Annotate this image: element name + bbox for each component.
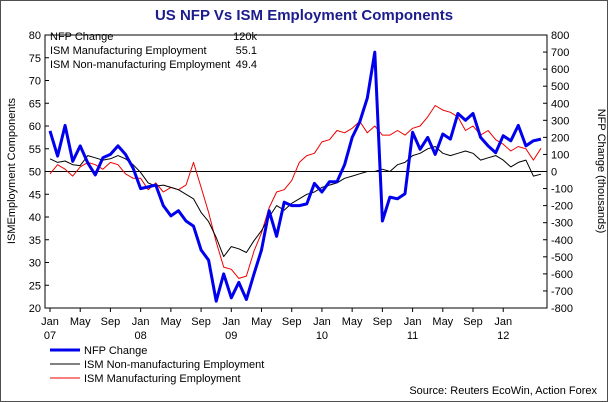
left-tick-label: 40 xyxy=(29,212,41,224)
legend: NFP Change ISM Non-manufacturing Employm… xyxy=(50,345,264,385)
x-year-label: 09 xyxy=(225,330,237,342)
right-axis: -800 -700 -600 -500 -400 -300 -200 -100 0 100 200 3… xyxy=(543,30,573,315)
x-tick-label: May xyxy=(160,316,181,328)
left-tick-label: 60 xyxy=(29,121,41,133)
x-tick-label: Sep xyxy=(101,316,121,328)
left-tick-label: 75 xyxy=(29,53,41,65)
right-tick-label: 700 xyxy=(551,47,569,59)
annotation-label-ism-manufacturing: ISM Manufacturing Employment xyxy=(50,45,207,57)
x-year-label: 11 xyxy=(407,330,418,342)
x-tick-label: May xyxy=(251,316,272,328)
right-axis-label: NFP Change (thousands) xyxy=(595,109,607,234)
right-tick-label: -200 xyxy=(551,201,573,213)
x-tick-label: Jan xyxy=(41,316,59,328)
right-tick-label: -800 xyxy=(551,303,573,315)
annotation-value-ism-manufacturing: 55.1 xyxy=(236,45,257,57)
chart-title: US NFP Vs ISM Employment Components xyxy=(155,7,453,24)
annotation-box: NFP Change 120k ISM Manufacturing Employ… xyxy=(50,31,257,71)
right-tick-label: 400 xyxy=(551,98,569,110)
left-tick-label: 70 xyxy=(29,76,41,88)
left-tick-label: 35 xyxy=(29,235,41,247)
right-tick-label: -600 xyxy=(551,269,573,281)
left-tick-label: 80 xyxy=(29,30,41,42)
right-tick-label: 200 xyxy=(551,132,569,144)
x-tick-label: Jan xyxy=(494,316,512,328)
left-tick-label: 20 xyxy=(29,303,41,315)
x-tick-label: Sep xyxy=(282,316,302,328)
right-tick-label: 100 xyxy=(551,149,569,161)
x-tick-label: May xyxy=(342,316,363,328)
series-group xyxy=(48,50,542,303)
right-tick-label: 800 xyxy=(551,30,569,42)
x-year-label: 12 xyxy=(497,330,509,342)
legend-label-nfp: NFP Change xyxy=(84,345,147,357)
left-tick-label: 50 xyxy=(29,167,41,179)
annotation-label-nfp: NFP Change xyxy=(50,31,113,43)
x-tick-label: May xyxy=(432,316,453,328)
x-tick-label: Sep xyxy=(191,316,211,328)
annotation-value-ism-non-manufacturing: 49.4 xyxy=(236,59,257,71)
left-tick-label: 25 xyxy=(29,280,41,292)
x-tick-label: May xyxy=(70,316,91,328)
annotation-value-nfp: 120k xyxy=(233,31,257,43)
series-line-ism-non-manufacturing-employment xyxy=(49,146,542,258)
legend-label-ism-non-manufacturing: ISM Non-manufacturing Employment xyxy=(84,359,264,371)
right-tick-label: 500 xyxy=(551,81,569,93)
right-tick-label: -700 xyxy=(551,286,573,298)
left-axis-label: ISMEmployment Components xyxy=(6,97,18,244)
x-tick-label: Jan xyxy=(313,316,331,328)
left-tick-label: 45 xyxy=(29,189,41,201)
x-year-label: 07 xyxy=(44,330,56,342)
series-line-ism-manufacturing-employment xyxy=(49,105,542,279)
x-tick-label: Jan xyxy=(132,316,150,328)
right-tick-label: 0 xyxy=(551,167,557,179)
x-axis: Jan May Sep Jan May Sep Jan May Sep Jan May Sep Jan M… xyxy=(41,308,512,342)
right-tick-label: 300 xyxy=(551,115,569,127)
right-tick-label: -100 xyxy=(551,184,573,196)
x-year-label: 08 xyxy=(135,330,147,342)
left-tick-label: 55 xyxy=(29,144,41,156)
x-tick-label: Sep xyxy=(463,316,483,328)
left-axis: 20 25 30 35 40 45 50 55 60 65 70 75 80 xyxy=(29,30,49,315)
right-tick-label: -400 xyxy=(551,235,573,247)
x-tick-label: Jan xyxy=(222,316,240,328)
source-note: Source: Reuters EcoWin, Action Forex xyxy=(409,385,597,397)
x-year-label: 10 xyxy=(316,330,328,342)
legend-label-ism-manufacturing: ISM Manufacturing Employment xyxy=(84,373,241,385)
series-line-nfp-change xyxy=(48,50,542,303)
left-tick-label: 65 xyxy=(29,98,41,110)
x-tick-label: Jan xyxy=(404,316,422,328)
right-tick-label: -300 xyxy=(551,218,573,230)
right-tick-label: 600 xyxy=(551,64,569,76)
right-tick-label: -500 xyxy=(551,252,573,264)
x-tick-label: Sep xyxy=(373,316,393,328)
annotation-label-ism-non-manufacturing: ISM Non-manufacturing Employment xyxy=(50,59,230,71)
left-tick-label: 30 xyxy=(29,258,41,270)
